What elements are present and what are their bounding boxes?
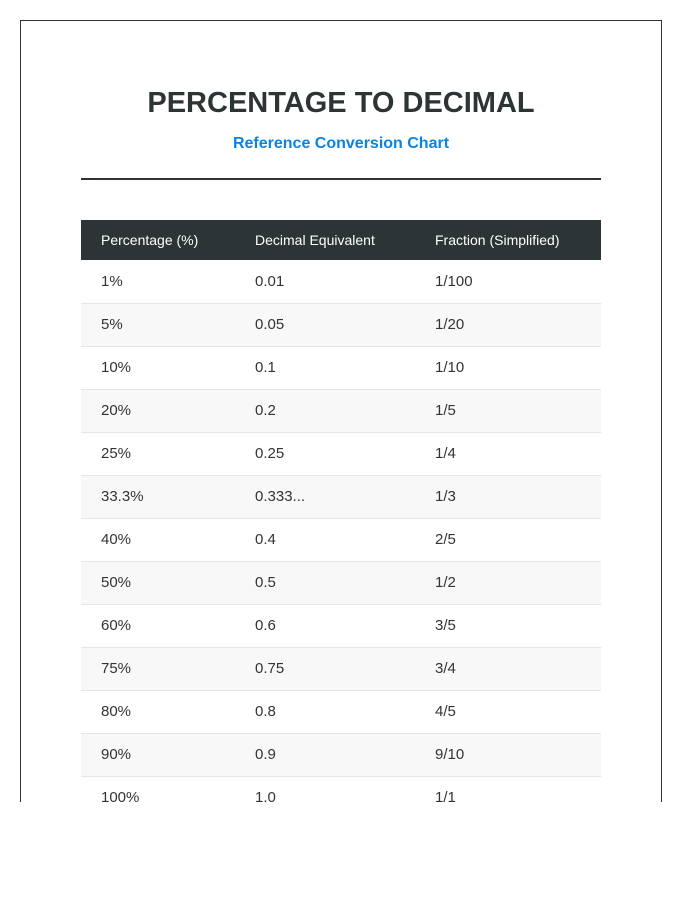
- cell-percentage: 33.3%: [101, 488, 144, 505]
- cell-percentage: 1%: [101, 272, 123, 290]
- cell-decimal: 0.333...: [255, 488, 306, 505]
- cell-fraction: 1/100: [435, 272, 473, 290]
- table-row: 20% 0.2 1/5: [81, 389, 601, 432]
- cell-percentage: 25%: [101, 445, 132, 462]
- cell-fraction: 3/4: [435, 660, 456, 677]
- cell-fraction: 1/4: [435, 445, 456, 462]
- cell-percentage: 75%: [101, 660, 132, 677]
- cell-percentage: 100%: [101, 789, 140, 802]
- title-divider: [81, 178, 601, 180]
- column-header-decimal: Decimal Equivalent: [255, 232, 375, 248]
- cell-decimal: 0.01: [255, 272, 285, 290]
- table-row: 25% 0.25 1/4: [81, 432, 601, 475]
- cell-decimal: 0.5: [255, 574, 276, 591]
- table-header-row: Percentage (%) Decimal Equivalent Fracti…: [81, 220, 601, 260]
- table-row: 60% 0.6 3/5: [81, 604, 601, 647]
- table-row: 80% 0.8 4/5: [81, 690, 601, 733]
- table-row: 100% 1.0 1/1: [81, 776, 601, 802]
- table-row: 1% 0.01 1/100: [81, 260, 601, 303]
- cell-fraction: 1/10: [435, 359, 465, 376]
- table-row: 5% 0.05 1/20: [81, 303, 601, 346]
- page-subtitle: Reference Conversion Chart: [232, 135, 450, 152]
- cell-decimal: 1.0: [255, 789, 276, 802]
- cell-decimal: 0.75: [255, 660, 285, 677]
- table-row: 33.3% 0.333... 1/3: [81, 475, 601, 518]
- cell-fraction: 1/2: [435, 574, 456, 591]
- cell-fraction: 1/1: [435, 789, 456, 802]
- column-header-percentage: Percentage (%): [101, 232, 199, 248]
- cell-percentage: 80%: [101, 703, 132, 720]
- cell-percentage: 60%: [101, 617, 132, 634]
- cell-percentage: 50%: [101, 574, 132, 591]
- cell-fraction: 1/20: [435, 316, 465, 333]
- cell-decimal: 0.1: [255, 359, 276, 376]
- cell-decimal: 0.9: [255, 746, 276, 763]
- table-row: 40% 0.4 2/5: [81, 518, 601, 561]
- cell-percentage: 10%: [101, 359, 132, 376]
- table-row: 10% 0.1 1/10: [81, 346, 601, 389]
- cell-decimal: 0.8: [255, 703, 276, 720]
- document-page: PERCENTAGE TO DECIMAL Reference Conversi…: [20, 20, 662, 802]
- cell-decimal: 0.05: [255, 316, 285, 333]
- cell-decimal: 0.6: [255, 617, 276, 634]
- cell-decimal: 0.25: [255, 445, 285, 462]
- cell-fraction: 4/5: [435, 703, 456, 720]
- cell-percentage: 5%: [101, 316, 123, 333]
- cell-fraction: 1/3: [435, 488, 456, 505]
- table-row: 50% 0.5 1/2: [81, 561, 601, 604]
- cell-fraction: 1/5: [435, 402, 456, 419]
- page-title: PERCENTAGE TO DECIMAL: [147, 87, 535, 119]
- cell-percentage: 20%: [101, 402, 132, 419]
- cell-fraction: 3/5: [435, 617, 456, 634]
- cell-fraction: 9/10: [435, 746, 465, 763]
- cell-percentage: 40%: [101, 531, 132, 548]
- conversion-table: Percentage (%) Decimal Equivalent Fracti…: [81, 220, 601, 802]
- cell-fraction: 2/5: [435, 531, 456, 548]
- cell-percentage: 90%: [101, 746, 132, 763]
- cell-decimal: 0.2: [255, 402, 276, 419]
- table-row: 90% 0.9 9/10: [81, 733, 601, 776]
- cell-decimal: 0.4: [255, 531, 276, 548]
- table-row: 75% 0.75 3/4: [81, 647, 601, 690]
- column-header-fraction: Fraction (Simplified): [435, 232, 560, 248]
